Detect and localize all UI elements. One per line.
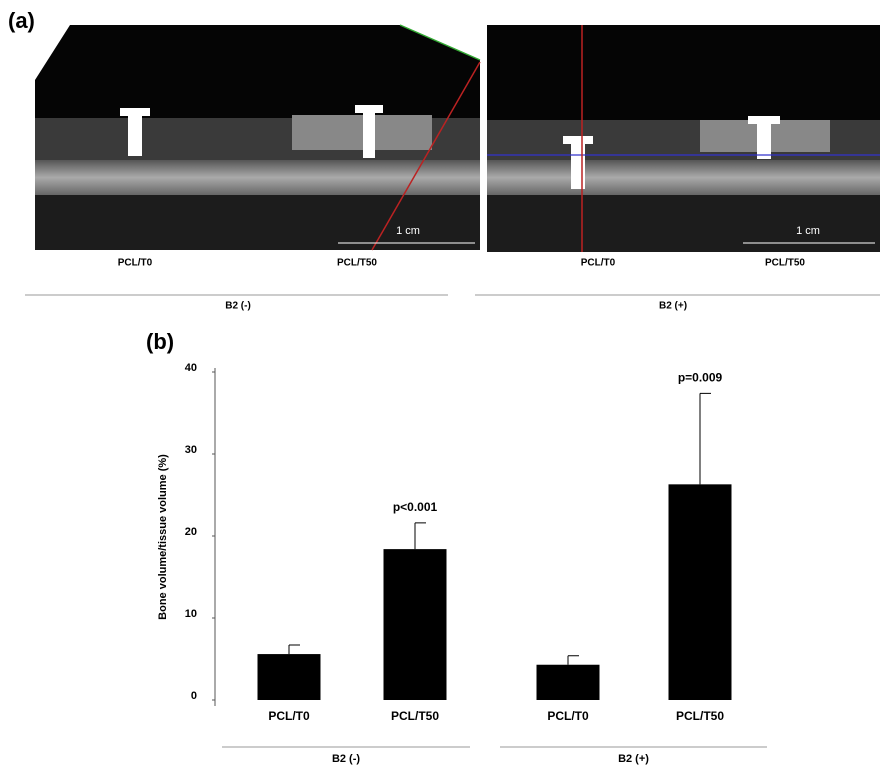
y-tick-label: 0 [191, 690, 197, 702]
group-label: B2 (+) [618, 753, 649, 765]
bar [384, 549, 447, 700]
y-tick-label: 10 [185, 608, 197, 620]
y-tick-label: 20 [185, 526, 197, 538]
scale-bar-label: 1 cm [396, 225, 420, 237]
error-bar [415, 523, 426, 549]
annotation: p=0.009 [678, 370, 723, 384]
figure: (a) 1 cm 1 cm PCL/T0 PCL/T50 PCL/T0 PCL/… [0, 0, 880, 767]
x-tick-label: PCL/T50 [391, 709, 439, 723]
image-label: PCL/T50 [765, 258, 805, 269]
x-tick-label: PCL/T0 [547, 709, 589, 723]
x-tick-label: PCL/T0 [268, 709, 310, 723]
group-label: B2 (-) [332, 753, 360, 765]
panel-label: (a) [8, 8, 35, 33]
error-bar [700, 393, 711, 484]
scale-bar-label: 1 cm [796, 225, 820, 237]
image-label: PCL/T50 [337, 258, 377, 269]
group-label: B2 (-) [225, 301, 251, 312]
bar [258, 654, 321, 700]
y-tick-label: 30 [185, 444, 197, 456]
panel-label: (b) [146, 329, 174, 354]
error-bar [289, 645, 300, 654]
annotation: p<0.001 [393, 500, 438, 514]
group-label: B2 (+) [659, 301, 687, 312]
ct-image-left [35, 25, 480, 250]
bar [669, 484, 732, 700]
image-label: PCL/T0 [581, 258, 616, 269]
image-label: PCL/T0 [118, 258, 153, 269]
ct-image-right [487, 25, 880, 252]
bar [537, 665, 600, 700]
error-bar [568, 656, 579, 665]
y-axis-label: Bone volume/tissue volume (%) [157, 454, 169, 620]
y-tick-label: 40 [185, 362, 197, 374]
x-tick-label: PCL/T50 [676, 709, 724, 723]
